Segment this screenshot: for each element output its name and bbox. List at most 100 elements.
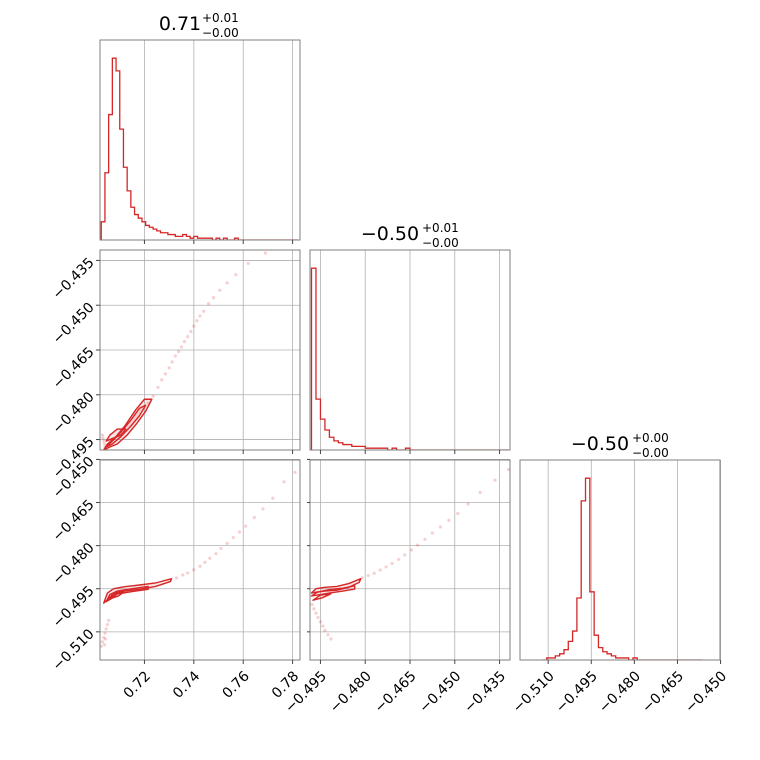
scatter-point xyxy=(225,281,229,285)
title-upper-error: +0.00 xyxy=(632,431,669,445)
scatter-point xyxy=(151,394,155,398)
scatter-point xyxy=(456,511,460,516)
density-contour xyxy=(109,591,125,600)
y-tick-label: −0.480 xyxy=(50,540,98,588)
y-tick-label: −0.435 xyxy=(50,255,98,303)
y-tick-label: −0.495 xyxy=(50,583,98,631)
title-value: 0.71 xyxy=(159,13,201,35)
scatter-point xyxy=(384,565,388,569)
scatter-point xyxy=(100,640,105,644)
panel-frame xyxy=(99,459,301,661)
scatter-point xyxy=(102,439,106,443)
scatter-point xyxy=(310,602,314,607)
title-lower-error: −0.00 xyxy=(422,236,459,250)
scatter-point xyxy=(195,319,199,323)
scatter-point xyxy=(430,531,434,535)
panel-content xyxy=(100,246,290,450)
scatter-point xyxy=(282,480,286,484)
panel-content xyxy=(100,470,297,648)
title-lower-error: −0.00 xyxy=(202,26,239,40)
scatter-point xyxy=(170,360,174,364)
scatter-point xyxy=(316,615,320,620)
histogram-step xyxy=(100,57,298,240)
scatter-point xyxy=(218,288,222,292)
scatter-point xyxy=(104,627,108,631)
scatter-point xyxy=(219,546,223,551)
x-tick-label: −0.495 xyxy=(553,668,601,716)
density-contour xyxy=(105,428,127,442)
scatter-point xyxy=(211,296,216,300)
scatter-point xyxy=(366,573,370,578)
scatter-point xyxy=(208,556,212,560)
x-tick-label: −0.435 xyxy=(461,668,509,716)
scatter-point xyxy=(101,436,105,440)
panel-1-0: −0.495−0.480−0.465−0.450−0.435 xyxy=(50,246,301,482)
scatter-point xyxy=(409,548,414,552)
scatter-point xyxy=(314,611,318,615)
scatter-point xyxy=(326,633,330,637)
scatter-point xyxy=(192,568,196,572)
scatter-point xyxy=(478,490,482,495)
scatter-point xyxy=(181,573,185,577)
scatter-point xyxy=(186,334,190,339)
scatter-point xyxy=(378,568,382,572)
x-tick-label: −0.480 xyxy=(327,668,375,716)
scatter-point xyxy=(160,378,164,382)
density-contour xyxy=(105,585,149,603)
scatter-point xyxy=(237,530,242,534)
scatter-point xyxy=(102,442,107,446)
x-tick-label: −0.450 xyxy=(416,668,464,716)
scatter-point xyxy=(192,324,196,328)
scatter-point xyxy=(231,535,235,540)
scatter-point xyxy=(323,628,327,633)
scatter-point xyxy=(163,372,168,376)
scatter-point xyxy=(107,618,111,622)
scatter-point xyxy=(202,309,206,313)
scatter-point xyxy=(173,354,177,358)
panel-title: −0.50 +0.00−0.00 xyxy=(571,431,669,460)
panel-content xyxy=(310,467,510,641)
scatter-point xyxy=(263,251,268,255)
panel-2-1: −0.495−0.480−0.465−0.450−0.435 xyxy=(282,458,511,716)
scatter-point xyxy=(203,560,207,564)
histogram-step xyxy=(542,477,702,660)
scatter-point xyxy=(156,385,160,389)
scatter-point xyxy=(103,631,107,635)
scatter-point xyxy=(102,635,106,640)
scatter-point xyxy=(198,564,202,568)
scatter-point xyxy=(287,246,290,249)
scatter-point xyxy=(318,620,323,624)
title-upper-error: +0.01 xyxy=(202,11,239,25)
scatter-point xyxy=(103,637,108,641)
scatter-point xyxy=(100,433,105,437)
scatter-point xyxy=(372,571,376,575)
scatter-point xyxy=(261,507,265,511)
x-tick-label: −0.480 xyxy=(596,668,644,716)
scatter-point xyxy=(493,478,497,482)
scatter-point xyxy=(403,553,407,557)
panel-title: 0.71 +0.01−0.00 xyxy=(159,11,239,40)
histogram-step xyxy=(310,267,509,450)
scatter-point xyxy=(329,637,333,641)
scatter-point xyxy=(423,537,427,541)
scatter-point xyxy=(293,470,297,474)
title-lower-error: −0.00 xyxy=(632,446,669,460)
panel-1-1: −0.50 +0.01−0.00 xyxy=(309,221,511,454)
y-tick-label: −0.510 xyxy=(50,626,98,674)
x-tick-label: −0.465 xyxy=(372,668,420,716)
scatter-point xyxy=(312,607,316,611)
panel-content xyxy=(310,267,509,450)
x-tick-label: 0.74 xyxy=(170,668,203,701)
title-value: −0.50 xyxy=(361,223,419,245)
scatter-point xyxy=(225,541,229,545)
scatter-point xyxy=(234,273,238,277)
density-contour xyxy=(312,593,332,601)
scatter-point xyxy=(438,525,443,529)
scatter-point xyxy=(174,576,179,580)
scatter-point xyxy=(447,518,451,522)
scatter-point xyxy=(214,552,218,556)
panel-frame xyxy=(519,459,721,661)
scatter-point xyxy=(186,571,190,575)
panel-0-0: 0.71 +0.01−0.00 xyxy=(99,11,301,244)
